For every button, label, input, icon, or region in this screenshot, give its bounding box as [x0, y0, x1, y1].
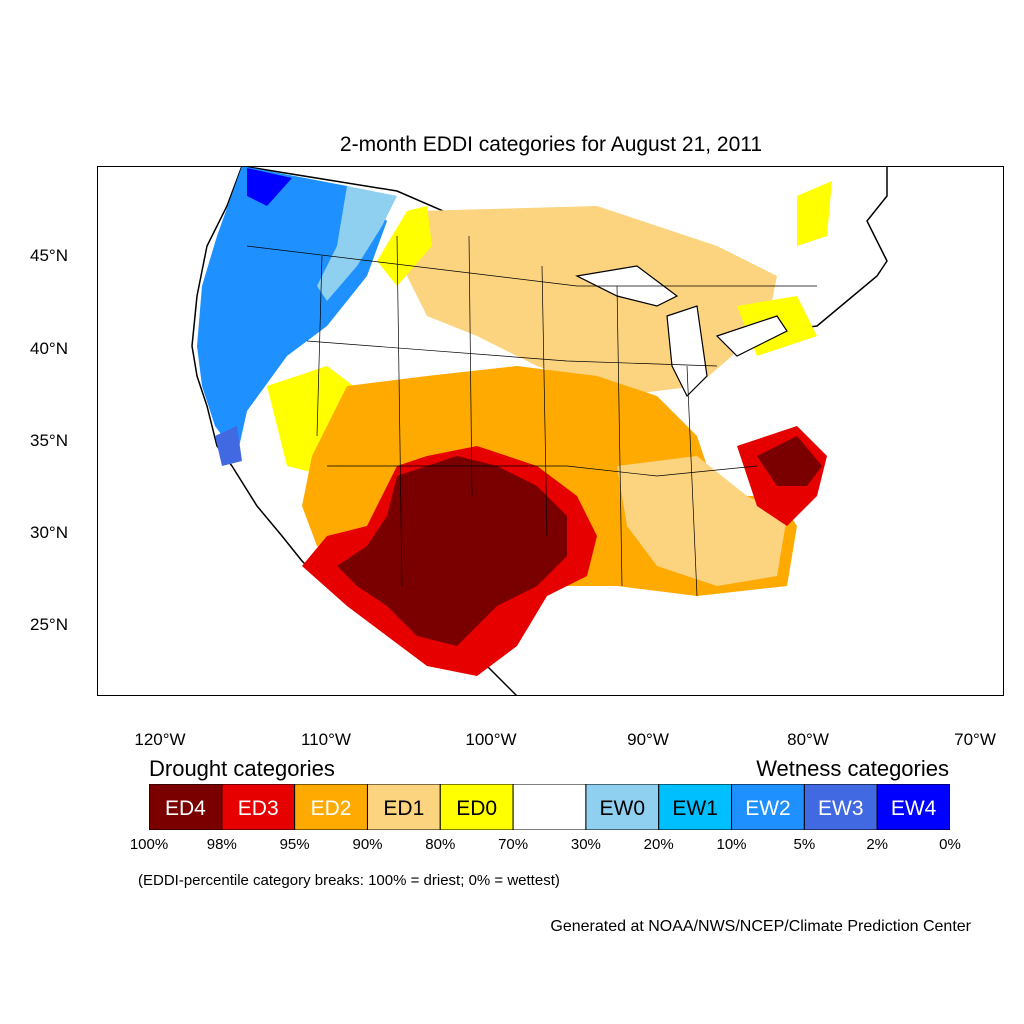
percentile-label: 5%	[793, 836, 816, 853]
lat-label-25: 25°N	[30, 615, 68, 634]
legend-label-ew4: EW4	[891, 797, 937, 820]
lat-label-35: 35°N	[30, 431, 68, 450]
lat-label-45: 45°N	[30, 246, 68, 265]
legend-label-ed4: ED4	[165, 797, 206, 820]
lon-label-90: 90°W	[627, 730, 669, 749]
eddi-map	[97, 166, 1004, 696]
legend-swatch-ew3	[803, 784, 878, 830]
state-boundaries	[246, 235, 817, 597]
legend-label-ew1: EW1	[672, 797, 718, 820]
legend-label-ed1: ED1	[383, 797, 424, 820]
percentile-label: 2%	[866, 836, 889, 853]
lon-label-70: 70°W	[954, 730, 996, 749]
credit-text: Generated at NOAA/NWS/NCEP/Climate Predi…	[550, 918, 971, 935]
lon-label-110: 110°W	[301, 730, 351, 749]
legend-swatch-normal	[512, 784, 587, 830]
legend-label-ed0: ED0	[456, 797, 497, 820]
percentile-label: 90%	[352, 836, 383, 853]
wet-region-ew4-nw	[247, 168, 292, 206]
legend-label-ed3: ED3	[238, 797, 279, 820]
legend-label-ew3: EW3	[818, 797, 864, 820]
lon-label-80: 80°W	[787, 730, 829, 749]
legend-swatch-ed1	[366, 784, 441, 830]
percentile-label: 70%	[498, 836, 529, 853]
great-lakes	[575, 265, 788, 398]
lat-label-40: 40°N	[30, 339, 68, 358]
wet-region-ew3-ca	[215, 426, 242, 466]
legend-label-ew0: EW0	[600, 797, 646, 820]
percentile-label: 10%	[716, 836, 747, 853]
lon-label-100: 100°W	[465, 730, 517, 749]
legend-label-ew2: EW2	[745, 797, 791, 820]
legend-swatch-ed0	[439, 784, 514, 830]
percentile-label: 100%	[129, 836, 169, 853]
wetness-categories-heading: Wetness categories	[756, 756, 949, 781]
dry-region-ed4	[337, 456, 567, 646]
percentile-label: 80%	[425, 836, 456, 853]
lat-label-30: 30°N	[30, 523, 68, 542]
wet-region-ew0-west	[317, 186, 397, 301]
percentile-label: 98%	[206, 836, 237, 853]
dry-region-ed0-north	[377, 181, 832, 356]
dry-region-ed4-carolinas	[757, 436, 822, 486]
legend-color-bar: ED4 ED3 ED2 ED1 ED0 EW0 EW1 EW2 EW3 EW4	[149, 784, 950, 830]
percentile-label: 30%	[570, 836, 601, 853]
legend-swatch-ew2	[731, 784, 805, 830]
percentile-label: 20%	[643, 836, 674, 853]
dry-region-ed1-southeast	[617, 456, 787, 586]
legend-label-ed2: ED2	[311, 797, 352, 820]
map-title: 2-month EDDI categories for August 21, 2…	[339, 133, 763, 156]
category-breaks-note: (EDDI-percentile category breaks: 100% =…	[138, 872, 560, 889]
percentile-label: 95%	[279, 836, 310, 853]
lon-label-120: 120°W	[134, 730, 186, 749]
percentile-label: 0%	[939, 836, 961, 853]
drought-categories-heading: Drought categories	[149, 756, 335, 781]
legend-swatch-ew1	[658, 784, 733, 830]
